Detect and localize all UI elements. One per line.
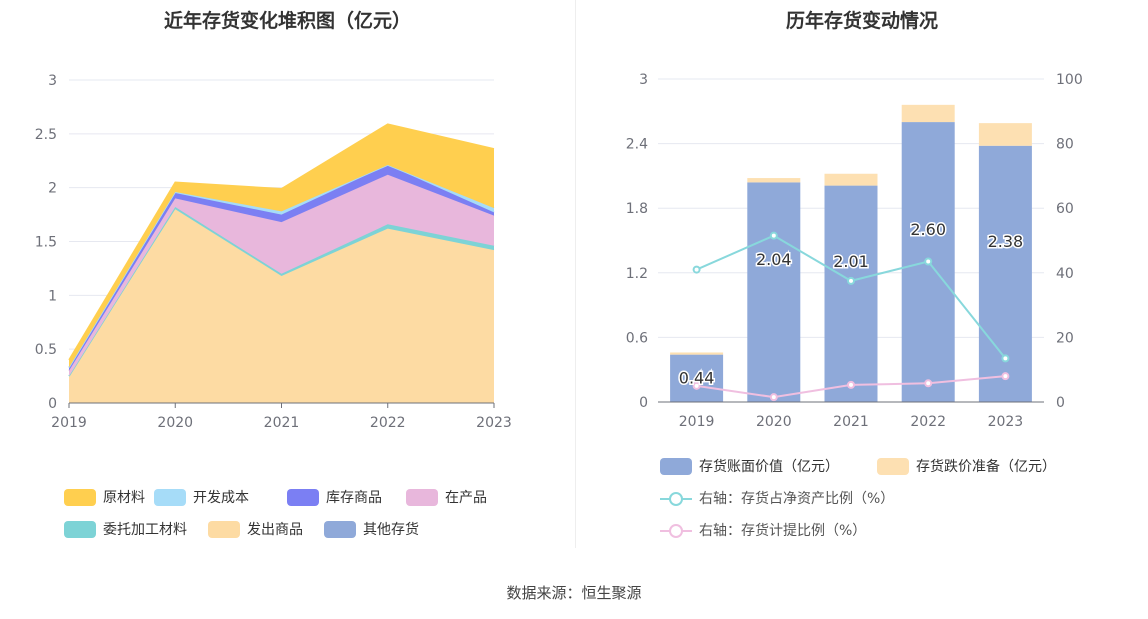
legend-label: 开发成本	[193, 490, 249, 506]
x-tick-label: 2022	[370, 415, 406, 431]
legend-swatch	[660, 522, 692, 539]
legend-swatch	[208, 520, 240, 538]
y-tick-label: 1.2	[626, 266, 648, 282]
x-tick-label: 2021	[264, 415, 300, 431]
legend-item[interactable]: 开发成本	[154, 487, 249, 507]
x-tick-label: 2021	[833, 414, 869, 430]
line-point	[847, 276, 855, 285]
right-bar-line-chart: 0 0.6 1.2 1.8 2.4 3 0 20 40 60 80 100 0.44 2.04 2.01 2.…	[626, 72, 1083, 430]
y-tick-label: 3	[48, 73, 57, 89]
bar-book-value	[978, 145, 1032, 402]
line-point	[924, 379, 933, 388]
legend-label: 右轴：存货占净资产比例（%）	[699, 491, 895, 507]
legend-item[interactable]: 委托加工材料	[64, 519, 187, 539]
legend-swatch	[64, 488, 96, 506]
legend-item[interactable]: 右轴：存货计提比例（%）	[660, 520, 866, 540]
legend-item[interactable]: 存货跌价准备（亿元）	[877, 456, 1056, 476]
bar-impairment	[901, 104, 955, 123]
y-tick-label: 0.6	[626, 330, 648, 346]
bar-data-label: 2.38	[988, 232, 1024, 251]
x-tick-label: 2020	[756, 414, 792, 430]
legend-swatch	[660, 457, 692, 475]
bar-book-value	[670, 354, 724, 402]
y-tick-label: 2	[48, 181, 57, 197]
legend-item[interactable]: 其他存货	[324, 519, 419, 539]
legend-label: 存货跌价准备（亿元）	[916, 459, 1056, 475]
y-tick-label: 1	[48, 288, 57, 304]
bar-book-value	[824, 185, 878, 402]
y2-tick-label: 100	[1056, 72, 1083, 88]
legend-swatch	[64, 520, 96, 538]
line-point	[1001, 372, 1010, 381]
x-tick-label: 2019	[51, 415, 87, 431]
y-tick-label: 2.5	[35, 127, 57, 143]
y2-tick-label: 80	[1056, 137, 1074, 153]
line-point	[1001, 354, 1010, 363]
y2-tick-label: 0	[1056, 395, 1065, 411]
bar-data-label: 2.04	[756, 250, 792, 269]
legend-label: 在产品	[445, 490, 487, 506]
legend-swatch	[287, 488, 319, 506]
legend-swatch	[877, 457, 909, 475]
right-chart-title: 历年存货变动情况	[785, 10, 938, 32]
legend-label: 存货账面价值（亿元）	[699, 459, 839, 475]
y-tick-label: 0	[48, 396, 57, 412]
left-area-chart: 0 0.5 1 1.5 2 2.5 3 2019 2020 2021 2022 2023	[35, 73, 512, 431]
line-point	[692, 381, 701, 390]
legend-label: 发出商品	[247, 522, 303, 538]
bar-data-label: 2.01	[833, 252, 869, 271]
x-tick-label: 2022	[910, 414, 946, 430]
x-tick-label: 2020	[157, 415, 193, 431]
data-source-footer: 数据来源：恒生聚源	[506, 584, 642, 602]
legend-item[interactable]: 库存商品	[287, 487, 382, 507]
x-tick-label: 2019	[679, 414, 715, 430]
legend-item[interactable]: 发出商品	[208, 519, 303, 539]
left-chart-panel: 近年存货变化堆积图（亿元） 0 0.5 1 1.5 2 2.5 3 2019 2020 2021 2…	[0, 0, 575, 548]
legend-item[interactable]: 在产品	[406, 487, 487, 507]
area-发出商品	[69, 209, 494, 403]
line-point	[769, 231, 778, 240]
line-point	[769, 393, 778, 402]
legend-label: 右轴：存货计提比例（%）	[699, 523, 867, 539]
legend-swatch	[660, 490, 692, 507]
y2-tick-label: 60	[1056, 201, 1074, 217]
bar-book-value	[747, 182, 801, 402]
legend-label: 其他存货	[363, 522, 419, 538]
y-tick-label: 0.5	[35, 342, 57, 358]
legend-label: 库存商品	[326, 490, 382, 506]
bar-data-label: 2.60	[910, 220, 946, 239]
y2-tick-label: 20	[1056, 330, 1074, 346]
legend-item[interactable]: 存货账面价值（亿元）	[660, 456, 839, 476]
right-chart-panel: 历年存货变动情况 0 0.6 1.2 1.8 2.4 3 0 20 40 60 80 100 0.44 2…	[576, 0, 1148, 548]
bar-impairment	[747, 178, 801, 183]
line-point	[924, 257, 933, 266]
y-tick-label: 2.4	[626, 137, 648, 153]
legend-swatch	[406, 488, 438, 506]
legend-swatch	[154, 488, 186, 506]
y-tick-label: 1.5	[35, 235, 57, 251]
area-edge-原材料	[68, 123, 495, 361]
y-tick-label: 3	[639, 72, 648, 88]
y2-tick-label: 40	[1056, 266, 1074, 282]
legend-label: 原材料	[103, 490, 145, 506]
legend-swatch	[324, 520, 356, 538]
line-point	[692, 265, 701, 274]
bar-impairment	[978, 123, 1032, 146]
line-point	[847, 380, 855, 389]
bar-impairment	[824, 173, 878, 186]
left-chart-title: 近年存货变化堆积图（亿元）	[163, 10, 411, 32]
x-tick-label: 2023	[988, 414, 1024, 430]
legend-item[interactable]: 右轴：存货占净资产比例（%）	[660, 488, 894, 508]
panel-divider	[575, 0, 576, 548]
x-tick-label: 2023	[476, 415, 512, 431]
bar-impairment	[670, 352, 724, 355]
legend-label: 委托加工材料	[103, 522, 187, 538]
y-tick-label: 1.8	[626, 201, 648, 217]
y-tick-label: 0	[639, 395, 648, 411]
bar-data-label: 0.44	[679, 369, 715, 388]
legend-item[interactable]: 原材料	[64, 487, 145, 507]
area-原材料	[69, 124, 494, 368]
